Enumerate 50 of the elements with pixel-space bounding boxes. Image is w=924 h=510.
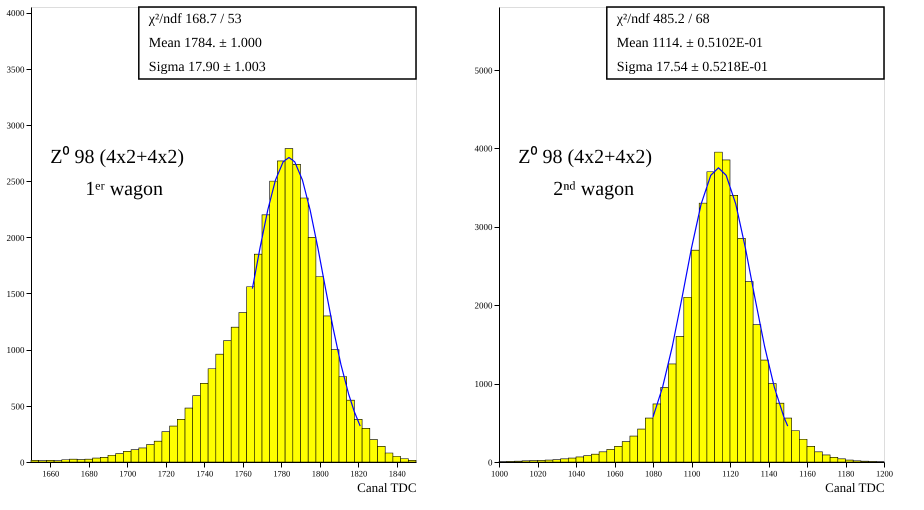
x-tick-label: 1000: [491, 468, 508, 478]
y-tick-label: 3000: [474, 222, 493, 232]
y-tick-label: 2500: [6, 176, 25, 187]
x-tick-label: 1680: [80, 468, 98, 478]
x-tick-label: 1840: [388, 468, 406, 478]
y-tick-label: 1500: [6, 288, 25, 299]
annotation: Sigma 17.90 ± 1.003: [148, 60, 266, 75]
y-tick-label: 2000: [6, 232, 25, 243]
x-tick-label: 1780: [273, 468, 290, 478]
x-tick-label: 1760: [234, 468, 252, 478]
y-tick-label: 0: [20, 458, 25, 468]
x-tick-label: 1180: [838, 468, 854, 478]
y-tick-label: 3500: [6, 64, 25, 74]
x-tick-label: 1740: [196, 468, 214, 478]
annotation: Mean 1114. ± 0.5102E-01: [616, 36, 764, 51]
y-tick-label: 4000: [474, 144, 493, 154]
annotation: 1ᵉʳ wagon: [85, 178, 164, 200]
x-tick-label: 1100: [684, 468, 700, 478]
y-tick-label: 2000: [474, 300, 493, 311]
annotation: Z⁰ 98 (4x2+4x2): [518, 145, 652, 168]
line-series: [652, 167, 788, 427]
annotation: 2ⁿᵈ wagon: [553, 178, 634, 200]
x-axis-title: Canal TDC: [825, 480, 884, 495]
x-tick-label: 1660: [42, 468, 60, 478]
x-tick-label: 1060: [606, 468, 624, 478]
y-tick-label: 500: [11, 401, 25, 412]
x-tick-label: 1080: [645, 468, 662, 478]
x-tick-label: 1020: [530, 468, 546, 478]
y-tick-label: 3000: [6, 120, 25, 130]
x-tick-label: 1200: [876, 468, 893, 478]
y-tick-label: 1000: [6, 345, 25, 356]
x-tick-label: 1820: [350, 468, 368, 478]
x-tick-label: 1700: [119, 468, 136, 478]
x-axis-title: Canal TDC: [357, 480, 416, 495]
x-tick-label: 1040: [568, 468, 585, 478]
x-tick-label: 1120: [722, 468, 739, 478]
x-tick-label: 1160: [799, 468, 816, 478]
y-tick-label: 4000: [6, 8, 25, 18]
line-series: [252, 156, 361, 427]
annotation: χ²/ndf 485.2 / 68: [616, 12, 710, 27]
y-tick-label: 0: [488, 458, 493, 468]
x-tick-label: 1800: [312, 468, 329, 478]
y-tick-label: 1000: [474, 379, 493, 390]
annotation: Z⁰ 98 (4x2+4x2): [50, 145, 184, 168]
annotation: χ²/ndf 168.7 / 53: [148, 12, 242, 27]
annotation: Sigma 17.54 ± 0.5218E-01: [616, 60, 768, 75]
y-tick-label: 5000: [474, 65, 493, 76]
x-tick-label: 1720: [158, 468, 175, 478]
annotation: Mean 1784. ± 1.000: [148, 36, 262, 51]
x-tick-label: 1140: [760, 468, 778, 478]
